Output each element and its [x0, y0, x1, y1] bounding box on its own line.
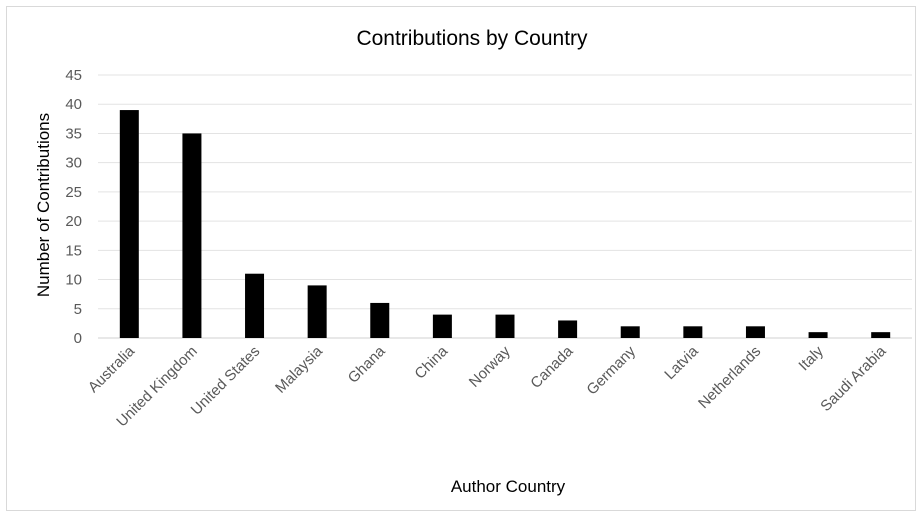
bar-china — [432, 314, 452, 338]
bar-germany — [620, 326, 640, 338]
x-tick-label: Saudi Arabia — [817, 342, 890, 415]
bar-netherlands — [745, 326, 765, 338]
bar-australia — [119, 110, 139, 338]
bar-norway — [495, 314, 515, 338]
y-tick-label: 20 — [65, 213, 82, 230]
y-tick-label: 45 — [65, 67, 82, 84]
x-tick-label: Netherlands — [695, 343, 764, 412]
y-axis-ticks: 0 5 10 15 20 25 30 35 40 45 — [65, 67, 82, 347]
y-tick-label: 40 — [65, 96, 82, 113]
bar-united-kingdom — [182, 133, 202, 338]
bars — [119, 110, 891, 338]
y-axis-title: Number of Contributions — [34, 113, 53, 297]
chart-frame — [6, 6, 916, 511]
y-tick-label: 15 — [65, 242, 82, 259]
x-tick-label: Norway — [466, 342, 514, 390]
bar-italy — [808, 332, 828, 338]
gridlines — [98, 74, 912, 339]
bar-canada — [558, 320, 578, 338]
y-tick-label: 30 — [65, 155, 82, 172]
bar-ghana — [370, 302, 390, 338]
y-tick-label: 10 — [65, 272, 82, 289]
y-tick-label: 0 — [74, 330, 82, 347]
bar-united-states — [245, 273, 265, 338]
x-tick-label: Germany — [583, 342, 639, 398]
y-tick-label: 5 — [74, 301, 82, 318]
x-tick-label: Australia — [85, 342, 139, 396]
y-tick-label: 25 — [65, 184, 82, 201]
bar-malaysia — [307, 285, 327, 338]
chart-title: Contributions by Country — [356, 27, 588, 50]
x-tick-label: Canada — [527, 342, 577, 392]
y-tick-label: 35 — [65, 125, 82, 142]
x-axis-title: Author Country — [451, 477, 566, 496]
x-tick-label: China — [411, 342, 451, 382]
bar-latvia — [683, 326, 703, 338]
x-tick-label: Malaysia — [272, 342, 326, 396]
x-tick-label: Latvia — [661, 342, 702, 383]
x-tick-label: Italy — [795, 342, 827, 374]
bar-saudi-arabia — [871, 332, 891, 338]
x-tick-label: Ghana — [345, 342, 389, 386]
